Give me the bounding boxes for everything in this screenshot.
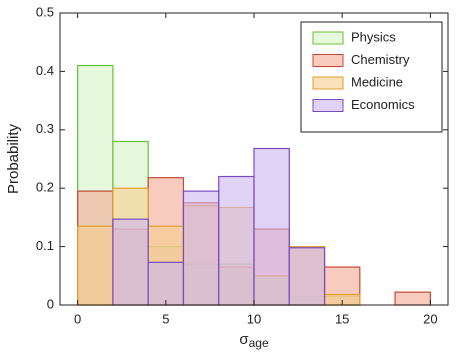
x-axis-symbol: σ: [239, 331, 249, 348]
legend-label: Medicine: [351, 74, 403, 89]
legend-swatch: [312, 99, 344, 112]
legend-swatch: [312, 31, 344, 45]
legend-swatch: [312, 76, 344, 90]
histogram-bar: [182, 190, 220, 306]
histogram-bar: [77, 225, 114, 306]
x-tick-label: 10: [247, 311, 261, 326]
y-tick-label: 0.3: [36, 121, 54, 136]
histogram-bar: [218, 175, 255, 306]
y-tick-label: 0.5: [36, 4, 54, 19]
x-axis-subscript: age: [249, 336, 269, 350]
x-tick-label: 5: [162, 311, 169, 326]
y-axis-label: Probability: [5, 123, 22, 194]
x-tick-label: 20: [423, 311, 437, 326]
histogram-bar: [253, 147, 290, 306]
x-axis-label: σage: [239, 331, 269, 350]
x-tick-label: 0: [74, 311, 81, 326]
histogram-bar: [112, 218, 149, 306]
y-tick-label: 0.2: [36, 180, 54, 195]
histogram-bar: [288, 247, 326, 306]
legend-swatch: [312, 54, 344, 67]
y-tick-label: 0.4: [36, 63, 54, 78]
x-tick-label: 15: [335, 311, 349, 326]
y-tick-label: 0: [47, 296, 54, 311]
legend-label: Chemistry: [351, 52, 410, 67]
histogram-bar: [147, 261, 185, 306]
histogram-bar: [394, 291, 431, 306]
y-tick-label: 0.1: [36, 238, 54, 253]
legend-label: Economics: [351, 97, 415, 112]
legend-label: Physics: [351, 29, 396, 44]
